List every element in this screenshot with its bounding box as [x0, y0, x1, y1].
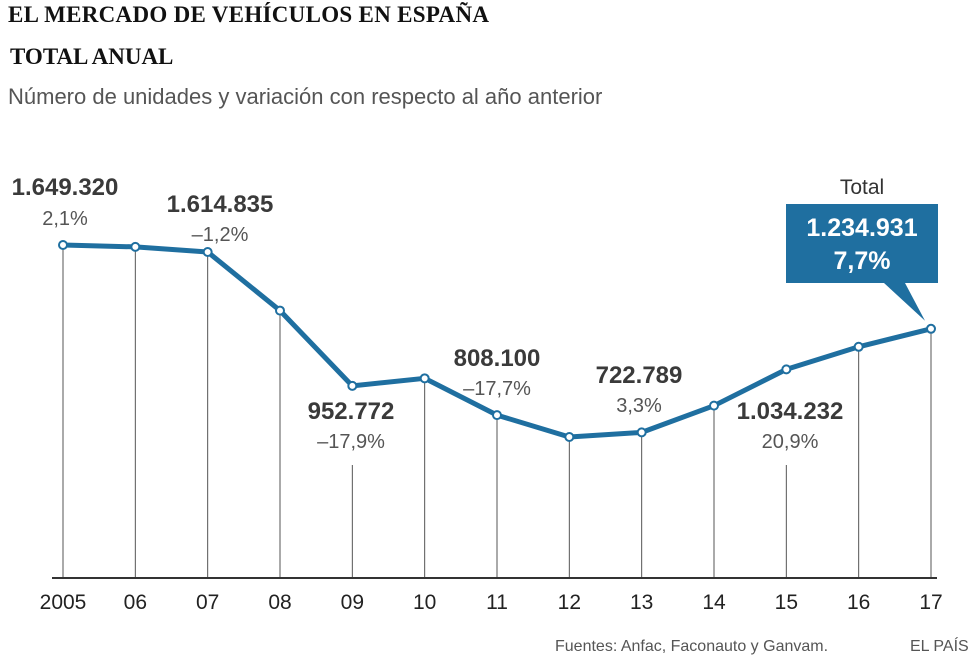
data-label-change: –1,2% — [192, 224, 249, 246]
data-point-08 — [275, 305, 285, 316]
data-label-change: 3,3% — [616, 395, 662, 417]
x-tick-label-16: 16 — [847, 591, 870, 614]
brand-label: EL PAÍS — [910, 638, 969, 655]
data-point-11 — [492, 410, 502, 421]
x-tick-label-12: 12 — [558, 591, 581, 614]
data-points — [58, 240, 936, 442]
data-label-value: 1.614.835 — [167, 191, 274, 218]
data-label-value: 722.789 — [596, 362, 683, 389]
drop-lines — [62, 245, 932, 578]
highlight-change: 7,7% — [834, 247, 891, 275]
x-tick-label-17: 17 — [919, 591, 942, 614]
highlight-label: Total — [840, 176, 884, 199]
data-point-10 — [419, 373, 430, 384]
data-point-17 — [926, 323, 936, 334]
data-label-value: 952.772 — [308, 398, 395, 425]
data-point-13 — [636, 427, 647, 438]
x-tick-label-13: 13 — [630, 591, 653, 614]
x-tick-label-15: 15 — [775, 591, 798, 614]
highlight-box — [786, 204, 938, 321]
data-label-change: 2,1% — [42, 208, 88, 230]
data-point-2005 — [58, 240, 68, 250]
data-label-value: 1.649.320 — [12, 174, 119, 201]
chart-subtitle: TOTAL ANUAL — [10, 44, 174, 69]
highlight-callout: Total 1.234.931 7,7% — [786, 176, 938, 321]
data-label-change: 20,9% — [762, 431, 819, 453]
chart-description: Número de unidades y variación con respe… — [8, 84, 603, 109]
data-label-value: 1.034.232 — [737, 398, 844, 425]
x-axis-ticks: 2005 06 07 08 09 10 11 12 13 14 15 16 17 — [40, 591, 943, 614]
data-labels: 1.649.320 2,1% 1.614.835 –1,2% 952.772 –17,9%… — [12, 174, 844, 453]
data-point-12 — [564, 432, 575, 442]
data-label-change: –17,7% — [463, 378, 531, 400]
data-point-14 — [709, 400, 719, 411]
data-point-09 — [347, 380, 358, 391]
x-tick-label-08: 08 — [268, 591, 291, 614]
chart-title: EL MERCADO DE VEHÍCULOS EN ESPAÑA — [8, 2, 490, 27]
source-note: Fuentes: Anfac, Faconauto y Ganvam. — [555, 638, 829, 655]
x-tick-label-14: 14 — [702, 591, 726, 614]
data-point-06 — [130, 241, 141, 252]
data-label-change: –17,9% — [317, 431, 385, 453]
x-tick-label-10: 10 — [413, 591, 436, 614]
data-point-16 — [853, 341, 864, 352]
highlight-value: 1.234.931 — [806, 214, 917, 242]
x-tick-label-07: 07 — [196, 591, 219, 614]
x-tick-label-11: 11 — [486, 591, 508, 614]
x-tick-label-2005: 2005 — [40, 591, 87, 614]
x-tick-label-09: 09 — [341, 591, 364, 614]
data-point-07 — [202, 246, 213, 257]
x-tick-label-06: 06 — [124, 591, 147, 614]
data-label-value: 808.100 — [454, 345, 541, 372]
data-point-15 — [781, 364, 792, 375]
